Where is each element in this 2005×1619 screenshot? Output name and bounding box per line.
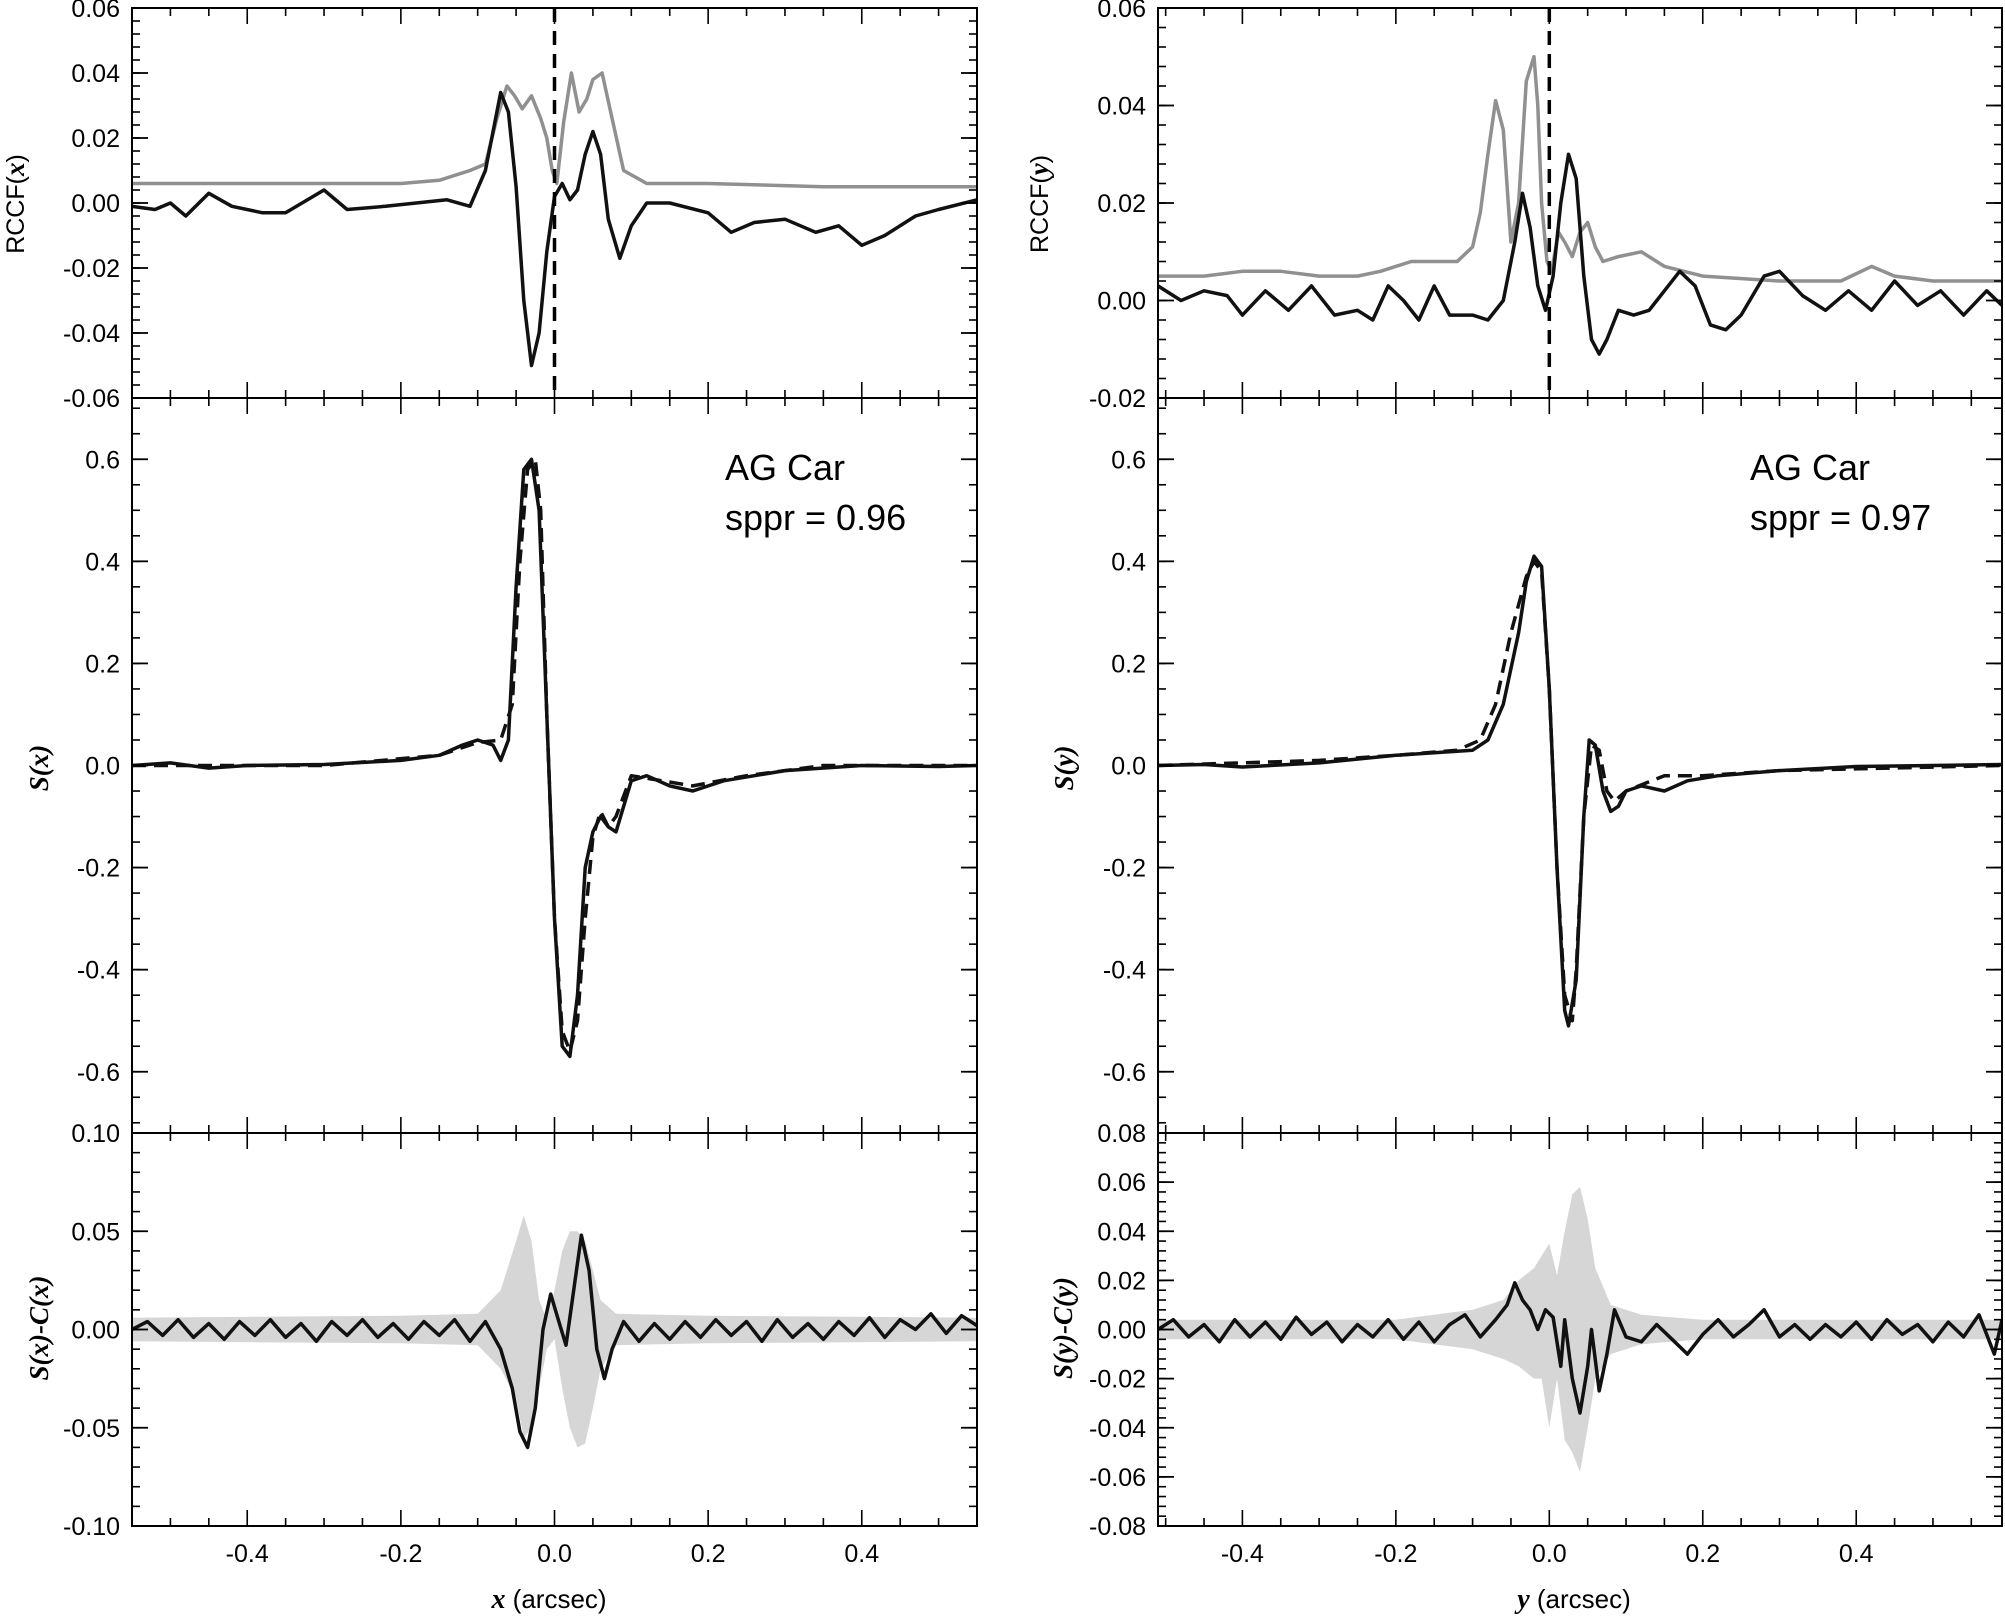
plot-area (1158, 8, 2002, 398)
y-tick-label: -0.02 (1089, 1366, 1146, 1394)
y-tick-label: -0.05 (63, 1415, 120, 1443)
annotation-left-star: AG Car (725, 447, 845, 488)
y-tick-label: -0.10 (63, 1513, 120, 1541)
ylabel-resid-y: S(y)-C(y) (1048, 1277, 1078, 1379)
x-tick-label: 0.2 (691, 1540, 726, 1568)
y-tick-label: 0.02 (1097, 190, 1146, 218)
y-tick-label: 0.00 (71, 190, 120, 218)
plot-area (132, 8, 977, 398)
y-tick-label: 0.08 (1097, 1120, 1146, 1148)
y-tick-label: 0.6 (85, 446, 120, 474)
panel-left-rccf: -0.06 -0.04 -0.02 0.00 0.02 0.04 0.06 (63, 0, 978, 413)
y-tick-label: -0.04 (63, 320, 120, 348)
x-tick-label: 0.0 (1532, 1540, 1567, 1568)
ylabel-rccf-y-post: ) (1026, 155, 1054, 163)
y-tick-label: -0.06 (1089, 1464, 1146, 1492)
ylabel-rccf-y: RCCF(y) (1024, 155, 1054, 253)
y-tick-label: 0.6 (1111, 446, 1146, 474)
y-tick-label: -0.4 (77, 957, 120, 985)
axes-frame (1157, 7, 2003, 399)
y-tick-label: 0.10 (71, 1120, 120, 1148)
xlabel-left-rest: (arcsec) (505, 1584, 606, 1614)
y-tick-label: -0.2 (77, 855, 120, 883)
y-tick-label: 0.04 (1097, 93, 1146, 121)
uncertainty-band (1158, 1187, 2002, 1472)
y-tick-label: 0.4 (85, 548, 120, 576)
y-tick-label: 0.00 (1097, 1317, 1146, 1345)
x-tick-label: -0.2 (1374, 1540, 1417, 1568)
plot-area (132, 457, 977, 1059)
ylabel-s-y: S(y) (1049, 746, 1079, 791)
plot-area (132, 1215, 977, 1450)
y-tick-label: -0.6 (1103, 1059, 1146, 1087)
plot-area (1158, 554, 2002, 1028)
y-tick-label: -0.02 (1089, 385, 1146, 413)
data-series-line (132, 457, 977, 1059)
y-tick-label: -0.06 (63, 385, 120, 413)
x-tick-label: -0.4 (226, 1540, 269, 1568)
gray-series-line (132, 71, 977, 189)
xlabel-left-var: x (490, 1584, 505, 1615)
xlabel-left: x (arcsec) (490, 1584, 606, 1615)
x-tick-label: 0.2 (1685, 1540, 1720, 1568)
y-tick-label: 0.2 (85, 650, 120, 678)
xlabel-right: y (arcsec) (1514, 1584, 1631, 1615)
ylabel-s-x: S(x) (24, 745, 54, 792)
y-tick-label: 0.0 (85, 753, 120, 781)
y-tick-label: -0.04 (1089, 1415, 1146, 1443)
data-series-line (1158, 1281, 2002, 1415)
x-tick-label: -0.4 (1221, 1540, 1264, 1568)
xlabel-right-var: y (1514, 1584, 1530, 1615)
y-tick-label: -0.2 (1103, 855, 1146, 883)
y-tick-label: 0.05 (71, 1218, 120, 1246)
x-tick-label: 0.4 (844, 1540, 879, 1568)
data-series-line (1158, 152, 2002, 356)
ylabel-rccf-x: RCCF(x) (0, 154, 30, 254)
y-tick-label: 0.00 (71, 1317, 120, 1345)
annotation-right-sppr: sppr = 0.97 (1750, 497, 1931, 538)
y-tick-label: 0.06 (1097, 1169, 1146, 1197)
model-dashed-line (1158, 559, 2002, 1023)
y-tick-label: 0.02 (71, 125, 120, 153)
ylabel-rccf-y-var: y (1024, 162, 1054, 178)
ylabel-rccf-x-post: ) (2, 154, 30, 162)
y-tick-label: 0.2 (1111, 650, 1146, 678)
y-tick-label: -0.6 (77, 1059, 120, 1087)
x-tick-label: 0.0 (537, 1540, 572, 1568)
y-tick-label: 0.06 (1097, 0, 1146, 23)
ylabel-rccf-x-var: x (0, 163, 30, 178)
y-tick-label: 0.00 (1097, 288, 1146, 316)
y-tick-label: -0.4 (1103, 957, 1146, 985)
ylabel-rccf-x-pre: RCCF( (2, 175, 30, 253)
y-tick-label: 0.0 (1111, 753, 1146, 781)
ylabel-resid-x: S(x)-C(x) (24, 1276, 54, 1381)
panel-right-signal: -0.6 -0.4 -0.2 0.0 0.2 0.4 0.6 (1103, 397, 2003, 1134)
panel-right-residual: -0.4 -0.2 0.0 0.2 0.4 -0.08 -0.06 -0.04 -0.02 0.0… (1089, 1120, 2003, 1568)
plot-area (1158, 1187, 2002, 1472)
ylabel-rccf-y-pre: RCCF( (1026, 175, 1054, 253)
uncertainty-band (132, 1215, 977, 1448)
data-series-line (132, 1233, 977, 1450)
y-tick-label: -0.02 (63, 255, 120, 283)
x-tick-label: 0.4 (1839, 1540, 1874, 1568)
gray-series-line (1158, 54, 2002, 283)
y-tick-label: 0.04 (1097, 1218, 1146, 1246)
panel-right-rccf: -0.02 0.00 0.02 0.04 0.06 (1089, 0, 2003, 413)
y-tick-label: 0.02 (1097, 1267, 1146, 1295)
y-tick-label: 0.04 (71, 60, 120, 88)
y-tick-label: 0.4 (1111, 548, 1146, 576)
xlabel-right-rest: (arcsec) (1530, 1584, 1631, 1614)
annotation-right-star: AG Car (1750, 447, 1870, 488)
x-tick-label: -0.2 (379, 1540, 422, 1568)
data-series-line (1158, 554, 2002, 1028)
annotation-left-sppr: sppr = 0.96 (725, 497, 906, 538)
panel-left-residual: -0.4 -0.2 0.0 0.2 0.4 -0.10 -0.05 0.00 0.05 0.10 (63, 1120, 978, 1568)
y-tick-label: -0.08 (1089, 1513, 1146, 1541)
y-tick-label: 0.06 (71, 0, 120, 23)
model-dashed-line (132, 457, 977, 1054)
